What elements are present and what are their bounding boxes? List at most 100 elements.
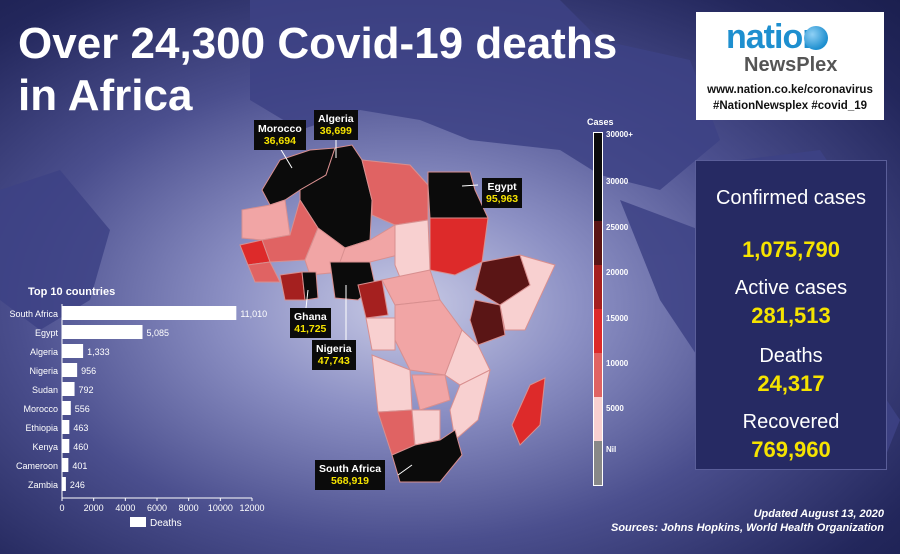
brand-logo: nation NewsPlex www.nation.co.ke/coronav… [696, 12, 884, 120]
bar-category-label: Ethiopia [25, 423, 58, 433]
country-car [381, 269, 441, 306]
callout-cases: 568,919 [331, 475, 369, 487]
country-mozambique [449, 369, 491, 441]
callout-country: Algeria [318, 113, 354, 125]
country-western-sahara [241, 199, 291, 241]
country-angola [371, 354, 413, 413]
updated-note: Updated August 13, 2020 [753, 508, 884, 520]
legend-seg-none [594, 441, 602, 485]
stat-label-deaths: Deaths [759, 345, 823, 367]
country-cameroon [357, 279, 389, 319]
map-legend-title: Cases [587, 117, 614, 127]
bar-value-label: 460 [73, 442, 88, 452]
country-somalia [499, 254, 556, 331]
x-tick-label: 2000 [84, 503, 104, 513]
callout-ghana: Ghana 41,725 [290, 308, 331, 338]
bar-value-label: 463 [73, 423, 88, 433]
bar-category-label: Zambia [28, 480, 58, 490]
bar-value-label: 401 [72, 461, 87, 471]
x-tick-label: 6000 [147, 503, 167, 513]
map-legend-scale [593, 132, 603, 486]
x-tick-label: 10000 [208, 503, 233, 513]
legend-seg-25000 [594, 177, 602, 221]
callout-cases: 95,963 [486, 193, 519, 205]
bar [62, 458, 69, 472]
bar-category-label: Morocco [23, 404, 58, 414]
bar-category-label: Egypt [35, 328, 59, 338]
bar-category-label: Kenya [32, 442, 58, 452]
legend-tick: 10000 [606, 359, 629, 368]
legend-seg-10000 [594, 309, 602, 353]
stats-panel: Confirmed cases 1,075,790 Active cases 2… [695, 160, 887, 470]
legend-tick: 5000 [606, 404, 624, 413]
country-botswana [411, 409, 441, 446]
legend-tick: 25000 [606, 223, 629, 232]
country-gabon-congo [365, 317, 396, 351]
sources-note: Sources: Johns Hopkins, World Health Org… [611, 522, 884, 534]
bar-value-label: 5,085 [147, 328, 170, 338]
legend-seg-15000 [594, 265, 602, 309]
callout-cases: 41,725 [294, 323, 327, 335]
stat-value-deaths: 24,317 [757, 371, 825, 396]
bar [62, 306, 237, 320]
page-title: Over 24,300 Covid-19 deaths in Africa [18, 19, 618, 120]
country-libya [361, 159, 429, 226]
callout-south-africa: South Africa 568,919 [315, 460, 386, 490]
callout-country: Ghana [294, 311, 327, 323]
stat-value-active: 281,513 [751, 303, 831, 328]
bar [62, 439, 70, 453]
brand-name-newsplex: NewsPlex [744, 54, 838, 76]
bar-category-label: Algeria [30, 347, 58, 357]
country-cote-divoire [279, 271, 306, 301]
callout-cases: 36,699 [319, 125, 352, 137]
country-guinea [247, 261, 281, 283]
legend-tick: 30000+ [606, 130, 633, 139]
callout-country: Nigeria [316, 343, 352, 355]
stat-value-recovered: 769,960 [751, 437, 831, 462]
callout-cases: 36,694 [263, 135, 296, 147]
x-tick-label: 12000 [239, 503, 264, 513]
bar-category-label: Cameroon [16, 461, 58, 471]
country-egypt [427, 171, 489, 219]
legend-seg-20000 [594, 221, 602, 265]
bar-value-label: 11,010 [240, 309, 267, 319]
country-south-africa [391, 429, 463, 483]
legend-tick: 20000 [606, 268, 629, 277]
stat-value-confirmed: 1,075,790 [742, 237, 840, 262]
legend-seg-nil [594, 397, 602, 441]
bar-value-label: 956 [81, 366, 96, 376]
brand-hashtags: #NationNewsplex #covid_19 [712, 100, 868, 112]
x-tick-label: 8000 [179, 503, 199, 513]
stat-label-confirmed: Confirmed cases [715, 187, 867, 209]
callout-country: Morocco [258, 123, 302, 135]
country-zambia [411, 374, 451, 411]
bar-category-label: Nigeria [29, 366, 58, 376]
brand-url: www.nation.co.ke/coronavirus [707, 84, 873, 96]
callout-algeria: Algeria 36,699 [314, 110, 358, 140]
bar [62, 477, 66, 491]
bar [62, 382, 75, 396]
bar-value-label: 556 [75, 404, 90, 414]
stat-label-recovered: Recovered [742, 411, 840, 433]
callout-nigeria: Nigeria 47,743 [312, 340, 356, 370]
legend-swatch [130, 517, 146, 527]
bar-category-label: Sudan [32, 385, 58, 395]
bar-value-label: 1,333 [87, 347, 110, 357]
country-ghana [301, 271, 319, 301]
bar-value-label: 246 [70, 480, 85, 490]
legend-seg-30000plus [594, 133, 602, 177]
legend-label: Deaths [150, 518, 182, 529]
country-sudan [429, 217, 489, 276]
x-tick-label: 0 [59, 503, 64, 513]
callout-country: South Africa [319, 463, 382, 475]
legend-tick: 30000 [606, 177, 629, 186]
callout-egypt: Egypt 95,963 [482, 178, 523, 208]
bar-value-label: 792 [79, 385, 94, 395]
bar [62, 344, 84, 358]
bar [62, 325, 143, 339]
callout-country: Egypt [487, 181, 517, 193]
bar [62, 363, 78, 377]
stat-label-active: Active cases [734, 277, 848, 299]
bar-chart-title: Top 10 countries [28, 286, 116, 298]
